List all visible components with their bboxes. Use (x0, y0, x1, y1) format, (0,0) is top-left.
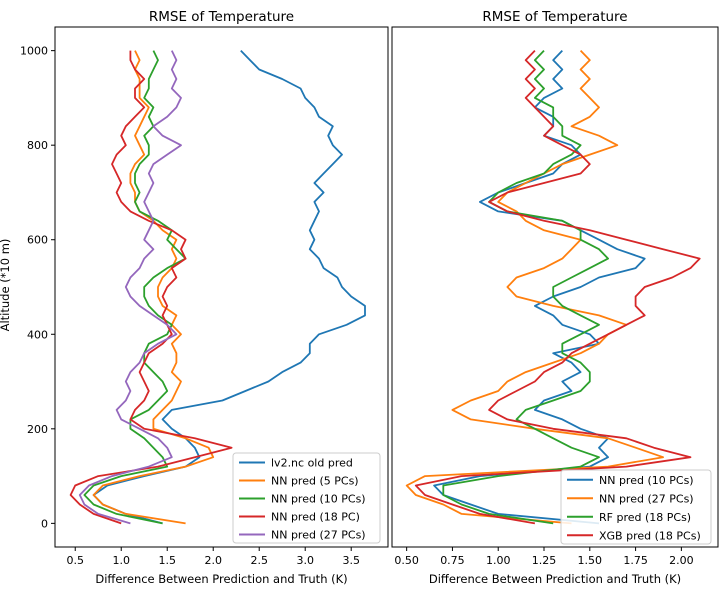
chart-panel-1: RMSE of Temperature 0.5 1.0 1.5 2.0 2.5 3.0 3.5… (20, 9, 389, 586)
series-line-3 (442, 49, 609, 525)
series-line-1 (433, 49, 646, 525)
x-tick-label: 2.00 (669, 554, 694, 567)
legend-label: NN pred (5 PCs) (271, 475, 359, 488)
shared-y-axis-label: Altitude (*10 m) (0, 239, 12, 332)
y-tick-label: 400 (27, 328, 48, 341)
y-tick-label: 0 (41, 517, 48, 530)
plot-frame (54, 26, 389, 548)
series-line-4 (414, 49, 701, 525)
x-tick-label: 0.75 (440, 554, 465, 567)
legend-label: NN pred (10 PCs) (271, 493, 366, 506)
legend-label: NN pred (27 PCs) (271, 529, 366, 542)
x-tick-label: 1.00 (486, 554, 511, 567)
legend-label: lv2.nc old pred (271, 457, 353, 470)
chart-title: RMSE of Temperature (482, 9, 627, 25)
legend-box (232, 452, 381, 544)
series-line-2 (405, 49, 664, 525)
x-axis-label: Difference Between Prediction and Truth … (429, 572, 681, 586)
x-tick-label: 1.0 (112, 554, 130, 567)
legend-label: NN pred (18 PC) (271, 511, 360, 524)
legend: lv2.nc old pred NN pred (5 PCs) NN pred (1… (232, 452, 381, 544)
series-line-3 (83, 50, 187, 525)
series-line-5 (78, 50, 182, 525)
legend-label: XGB pred (18 PCs) (599, 529, 701, 542)
x-tick-label: 1.75 (623, 554, 648, 567)
legend-label: RF pred (18 PCs) (599, 511, 691, 524)
series-line-4 (69, 50, 233, 525)
x-tick-label: 3.5 (342, 554, 360, 567)
chart-panel-2: RMSE of Temperature 0.50 0.75 1.00 1.25 1.50 1… (391, 9, 719, 586)
series-line-2 (92, 50, 215, 525)
x-tick-label: 1.50 (578, 554, 603, 567)
x-tick-label: 1.25 (532, 554, 557, 567)
y-tick-label: 600 (27, 234, 48, 247)
x-tick-label: 2.0 (204, 554, 222, 567)
y-tick-label: 1000 (20, 45, 48, 58)
series-line-1 (92, 49, 366, 525)
plot-frame (391, 26, 719, 548)
y-tick-label: 200 (27, 423, 48, 436)
x-tick-label: 2.5 (250, 554, 268, 567)
x-axis-label: Difference Between Prediction and Truth … (95, 572, 347, 586)
x-tick-label: 0.50 (394, 554, 419, 567)
chart-title: RMSE of Temperature (149, 9, 294, 25)
x-tick-label: 0.5 (66, 554, 84, 567)
legend: NN pred (10 PCs) NN pred (27 PCs) RF pred … (560, 469, 712, 545)
legend-box (560, 469, 712, 545)
legend-label: NN pred (10 PCs) (599, 474, 694, 487)
x-tick-label: 3.0 (296, 554, 314, 567)
y-tick-label: 800 (27, 139, 48, 152)
x-tick-label: 1.5 (158, 554, 176, 567)
legend-label: NN pred (27 PCs) (599, 492, 694, 505)
